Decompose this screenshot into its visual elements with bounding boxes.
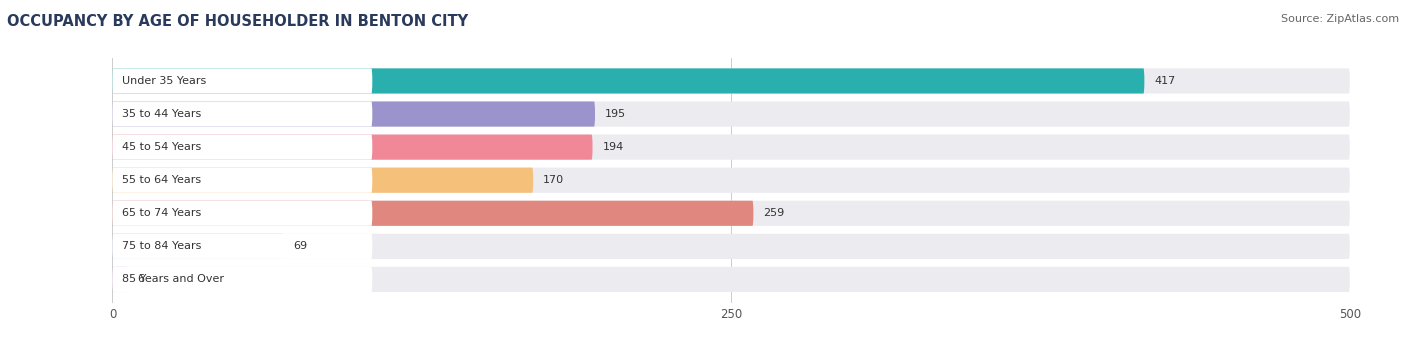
FancyBboxPatch shape bbox=[112, 135, 1350, 160]
Text: 6: 6 bbox=[138, 274, 145, 285]
Text: Source: ZipAtlas.com: Source: ZipAtlas.com bbox=[1281, 14, 1399, 23]
Text: 55 to 64 Years: 55 to 64 Years bbox=[122, 175, 201, 185]
FancyBboxPatch shape bbox=[112, 101, 373, 126]
FancyBboxPatch shape bbox=[112, 234, 1350, 259]
Text: 65 to 74 Years: 65 to 74 Years bbox=[122, 208, 201, 218]
FancyBboxPatch shape bbox=[112, 201, 754, 226]
Text: Under 35 Years: Under 35 Years bbox=[122, 76, 207, 86]
FancyBboxPatch shape bbox=[112, 168, 533, 193]
FancyBboxPatch shape bbox=[112, 68, 1144, 94]
Text: 195: 195 bbox=[605, 109, 626, 119]
Text: OCCUPANCY BY AGE OF HOUSEHOLDER IN BENTON CITY: OCCUPANCY BY AGE OF HOUSEHOLDER IN BENTO… bbox=[7, 14, 468, 29]
Text: 170: 170 bbox=[543, 175, 564, 185]
FancyBboxPatch shape bbox=[112, 267, 373, 292]
Text: 194: 194 bbox=[602, 142, 624, 152]
FancyBboxPatch shape bbox=[112, 68, 1350, 94]
Text: 259: 259 bbox=[763, 208, 785, 218]
FancyBboxPatch shape bbox=[112, 101, 1350, 126]
Text: 45 to 54 Years: 45 to 54 Years bbox=[122, 142, 201, 152]
FancyBboxPatch shape bbox=[112, 168, 373, 193]
Text: 75 to 84 Years: 75 to 84 Years bbox=[122, 241, 201, 251]
FancyBboxPatch shape bbox=[112, 234, 283, 259]
FancyBboxPatch shape bbox=[112, 101, 595, 126]
FancyBboxPatch shape bbox=[112, 135, 592, 160]
FancyBboxPatch shape bbox=[112, 234, 373, 259]
Text: 85 Years and Over: 85 Years and Over bbox=[122, 274, 225, 285]
FancyBboxPatch shape bbox=[112, 201, 1350, 226]
FancyBboxPatch shape bbox=[112, 168, 1350, 193]
Text: 35 to 44 Years: 35 to 44 Years bbox=[122, 109, 201, 119]
FancyBboxPatch shape bbox=[112, 267, 128, 292]
FancyBboxPatch shape bbox=[112, 135, 373, 160]
FancyBboxPatch shape bbox=[112, 68, 373, 94]
FancyBboxPatch shape bbox=[112, 201, 373, 226]
FancyBboxPatch shape bbox=[112, 267, 1350, 292]
Text: 417: 417 bbox=[1154, 76, 1175, 86]
Text: 69: 69 bbox=[292, 241, 308, 251]
